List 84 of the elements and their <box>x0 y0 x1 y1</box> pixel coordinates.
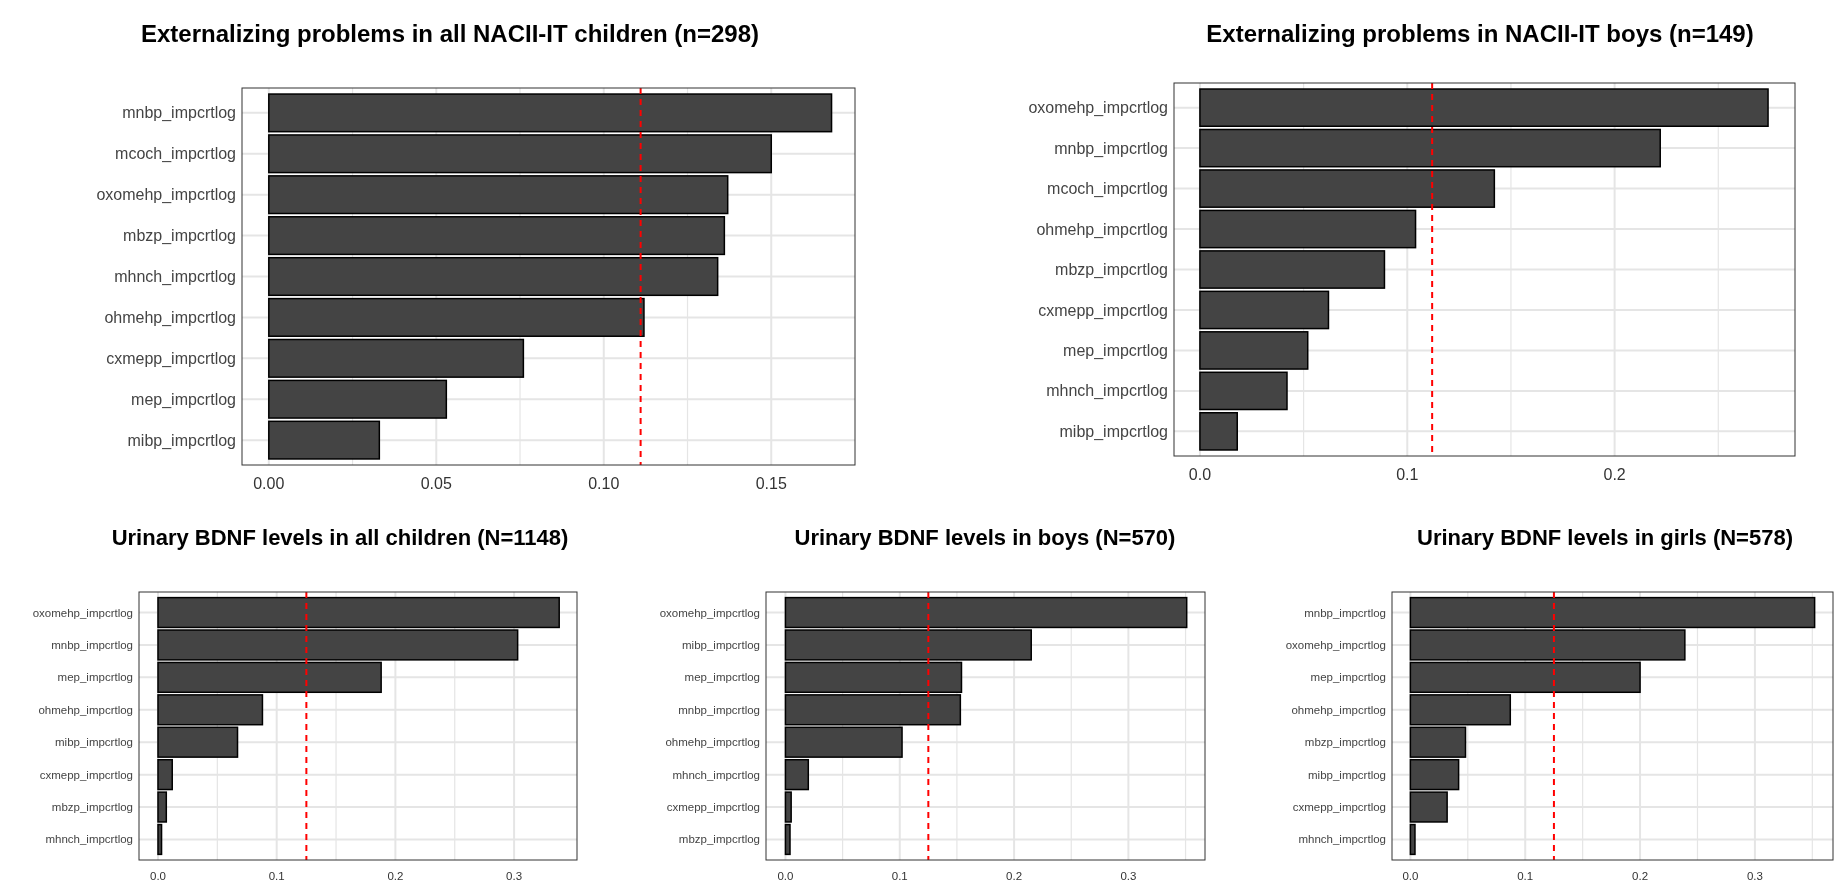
y-tick-label: mbzp_impcrtlog <box>678 833 760 846</box>
x-tick-label: 0.10 <box>588 475 620 492</box>
chart-title: Urinary BDNF levels in all children (N=1148) <box>111 525 569 550</box>
bar <box>268 134 773 174</box>
chart-title: Externalizing problems in all NACII-IT children (n=298) <box>140 20 760 47</box>
y-tick-label: oxomehp_impcrtlog <box>1285 638 1386 651</box>
y-tick-label: mep_impcrtlog <box>57 671 133 684</box>
y-tick-label: oxomehp_impcrtlog <box>32 606 133 619</box>
y-tick-label: mnbp_impcrtlog <box>51 638 133 651</box>
bar <box>1199 331 1309 370</box>
x-tick-label: 0.00 <box>253 475 285 492</box>
bar <box>1199 128 1661 168</box>
y-tick-label: ohmehp_impcrtlog <box>38 703 133 716</box>
y-tick-label: mbzp_impcrtlog <box>1304 736 1386 749</box>
x-tick-label: 0.05 <box>420 475 452 492</box>
y-tick-label: mhnch_impcrtlog <box>45 833 133 846</box>
x-tick-label: 0.0 <box>1188 466 1212 483</box>
bar <box>1199 88 1769 127</box>
y-tick-label: mhnch_impcrtlog <box>672 768 760 781</box>
y-tick-label: mibp_impcrtlog <box>55 736 133 749</box>
y-tick-label: cxmepp_impcrtlog <box>666 801 760 814</box>
x-tick-label: 0.2 <box>1632 869 1649 880</box>
y-tick-label: mnbp_impcrtlog <box>1304 606 1386 619</box>
bar <box>268 175 729 215</box>
y-tick-label: mhnch_impcrtlog <box>1046 382 1168 401</box>
y-tick-label: mhnch_impcrtlog <box>1298 833 1386 846</box>
x-tick-label: 0.1 <box>1396 466 1419 483</box>
y-tick-label: mep_impcrtlog <box>684 671 760 684</box>
bar <box>1199 169 1496 208</box>
chart-title: Externalizing problems in NACII-IT boys (n=149) <box>1206 20 1754 47</box>
bar <box>268 297 645 337</box>
y-tick-label: ohmehp_impcrtlog <box>104 309 236 328</box>
y-tick-label: oxomehp_impcrtlog <box>96 186 236 205</box>
y-tick-label: oxomehp_impcrtlog <box>659 606 760 619</box>
x-tick-label: 0.1 <box>1517 869 1534 880</box>
y-tick-label: mbzp_impcrtlog <box>1055 261 1168 280</box>
y-tick-label: mbzp_impcrtlog <box>51 801 133 814</box>
y-tick-label: mep_impcrtlog <box>1310 671 1386 684</box>
x-tick-label: 0.3 <box>1120 869 1137 880</box>
y-tick-label: mnbp_impcrtlog <box>678 703 760 716</box>
y-tick-label: mep_impcrtlog <box>1063 342 1168 361</box>
bar <box>268 379 448 419</box>
y-tick-label: mhnch_impcrtlog <box>114 268 236 287</box>
y-tick-label: ohmehp_impcrtlog <box>665 736 760 749</box>
y-tick-label: cxmepp_impcrtlog <box>39 768 133 781</box>
bar <box>1199 412 1238 451</box>
x-tick-label: 0.2 <box>1603 466 1626 483</box>
y-tick-label: mbzp_impcrtlog <box>123 227 236 246</box>
y-tick-label: ohmehp_impcrtlog <box>1036 220 1168 239</box>
y-tick-label: cxmepp_impcrtlog <box>106 349 236 368</box>
y-tick-label: cxmepp_impcrtlog <box>1038 301 1168 320</box>
y-tick-label: mnbp_impcrtlog <box>122 104 236 123</box>
y-tick-label: mcoch_impcrtlog <box>1047 180 1168 199</box>
chart-title: Urinary BDNF levels in girls (N=578) <box>1417 525 1793 550</box>
y-tick-label: mibp_impcrtlog <box>127 431 236 450</box>
y-tick-label: cxmepp_impcrtlog <box>1292 801 1386 814</box>
bar <box>1199 290 1330 330</box>
x-tick-label: 0.3 <box>506 869 523 880</box>
bar <box>1199 209 1417 249</box>
x-tick-label: 0.0 <box>777 869 794 880</box>
y-tick-label: mnbp_impcrtlog <box>1054 139 1168 158</box>
x-tick-label: 0.1 <box>891 869 908 880</box>
x-tick-label: 0.0 <box>149 869 166 880</box>
y-tick-label: mibp_impcrtlog <box>1308 768 1386 781</box>
x-tick-label: 0.3 <box>1746 869 1763 880</box>
y-tick-label: mibp_impcrtlog <box>1059 422 1168 441</box>
x-tick-label: 0.2 <box>1006 869 1023 880</box>
bar <box>1199 250 1386 289</box>
chart-title: Urinary BDNF levels in boys (N=570) <box>794 525 1176 550</box>
bar <box>268 338 525 378</box>
bar <box>1199 371 1288 411</box>
bar <box>268 256 719 297</box>
y-tick-label: ohmehp_impcrtlog <box>1291 703 1386 716</box>
y-tick-label: mep_impcrtlog <box>131 390 236 409</box>
x-tick-label: 0.1 <box>268 869 285 880</box>
bar <box>268 420 381 460</box>
y-tick-label: oxomehp_impcrtlog <box>1028 99 1168 118</box>
bar <box>268 93 833 133</box>
x-tick-label: 0.2 <box>387 869 404 880</box>
y-tick-label: mcoch_impcrtlog <box>115 145 236 164</box>
y-tick-label: mibp_impcrtlog <box>682 638 760 651</box>
x-tick-label: 0.0 <box>1402 869 1419 880</box>
x-tick-label: 0.15 <box>755 475 787 492</box>
bar <box>268 216 726 256</box>
